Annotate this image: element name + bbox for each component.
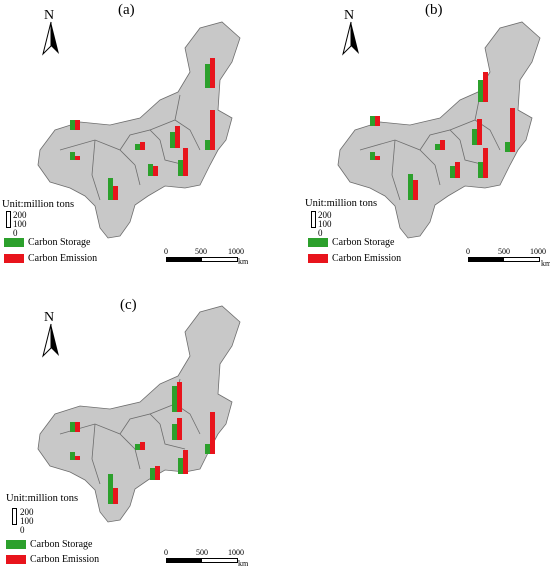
scale-unit: km xyxy=(238,559,249,568)
scale-tick-0: 0 xyxy=(466,247,470,256)
emission-bar xyxy=(140,142,145,150)
emission-bar xyxy=(183,450,188,474)
north-arrow-icon: N xyxy=(38,8,64,56)
storage-bar xyxy=(150,468,155,480)
storage-bar xyxy=(408,174,413,200)
emission-bar xyxy=(155,466,160,480)
map-c xyxy=(37,305,241,523)
scale-bar xyxy=(468,257,540,262)
legend-emission: Carbon Emission xyxy=(308,253,401,264)
size-key-labels: 200 100 0 xyxy=(20,507,34,535)
size-key-icon xyxy=(311,211,316,228)
emission-bar xyxy=(210,58,215,88)
emission-bar xyxy=(455,162,460,178)
emission-bar xyxy=(75,156,80,160)
legend-storage: Carbon Storage xyxy=(308,237,395,248)
scale-tick-1000: 1000 xyxy=(228,548,244,557)
scale-tick-1000: 1000 xyxy=(228,247,244,256)
storage-bar xyxy=(108,178,113,200)
emission-bar xyxy=(153,166,158,176)
storage-bar xyxy=(70,422,75,432)
storage-bar xyxy=(108,474,113,504)
emission-bar xyxy=(413,180,418,200)
emission-bar xyxy=(477,119,482,145)
map-panel-a: (a) N Unit:million tons 200 100 0 Carbon S… xyxy=(0,0,275,284)
emission-bar xyxy=(375,156,380,160)
storage-bar xyxy=(435,144,440,150)
storage-bar xyxy=(472,129,477,145)
emission-bar xyxy=(440,140,445,150)
storage-bar xyxy=(70,452,75,460)
legend-emission: Carbon Emission xyxy=(6,554,99,565)
storage-bar xyxy=(178,458,183,474)
legend-storage: Carbon Storage xyxy=(4,237,91,248)
size-key-icon xyxy=(12,508,17,525)
storage-bar xyxy=(148,164,153,176)
emission-bar xyxy=(113,488,118,504)
scale-tick-0: 0 xyxy=(164,247,168,256)
emission-bar xyxy=(483,72,488,102)
emission-bar xyxy=(175,126,180,148)
panel-label: (c) xyxy=(120,297,137,313)
storage-bar xyxy=(135,444,140,450)
scale-tick-500: 500 xyxy=(196,548,208,557)
unit-label: Unit:million tons xyxy=(2,199,75,210)
map-panel-c: (c) N Unit:million tons 200 100 0 Carbon S… xyxy=(0,284,275,568)
storage-bar xyxy=(70,152,75,160)
scale-bar xyxy=(166,257,238,262)
unit-label: Unit:million tons xyxy=(305,198,378,209)
storage-bar xyxy=(370,116,375,126)
emission-bar xyxy=(75,120,80,130)
storage-bar xyxy=(205,140,210,150)
scale-tick-1000: 1000 xyxy=(530,247,546,256)
unit-label: Unit:million tons xyxy=(6,493,79,504)
storage-bar xyxy=(478,162,483,178)
storage-bar xyxy=(170,132,175,148)
storage-bar xyxy=(370,152,375,160)
scale-bar xyxy=(166,558,238,563)
emission-bar xyxy=(177,418,182,440)
storage-bar xyxy=(135,144,140,150)
north-arrow-icon: N xyxy=(338,8,364,56)
storage-bar xyxy=(505,142,510,152)
size-key-labels: 200 100 0 xyxy=(13,210,27,238)
size-key-labels: 200 100 0 xyxy=(318,210,332,238)
north-arrow-icon: N xyxy=(38,310,64,358)
legend-emission: Carbon Emission xyxy=(4,253,97,264)
storage-bar xyxy=(450,166,455,178)
scale-unit: km xyxy=(541,259,550,268)
emission-bar xyxy=(75,456,80,460)
storage-bar xyxy=(478,80,483,102)
legend-storage: Carbon Storage xyxy=(6,539,93,550)
scale-tick-500: 500 xyxy=(195,247,207,256)
storage-bar xyxy=(70,120,75,130)
emission-bar xyxy=(177,382,182,412)
scale-tick-500: 500 xyxy=(498,247,510,256)
size-key-icon xyxy=(6,211,11,228)
storage-bar xyxy=(172,424,177,440)
emission-bar xyxy=(210,110,215,150)
emission-bar xyxy=(183,148,188,176)
scale-tick-0: 0 xyxy=(164,548,168,557)
emission-bar xyxy=(75,422,80,432)
emission-bar xyxy=(510,108,515,152)
emission-bar xyxy=(140,442,145,450)
panel-label: (b) xyxy=(425,2,443,18)
map-a xyxy=(37,21,241,239)
map-b xyxy=(337,21,541,239)
emission-bar xyxy=(210,412,215,454)
emission-bar xyxy=(375,116,380,126)
storage-bar xyxy=(205,64,210,88)
panel-label: (a) xyxy=(118,2,135,18)
emission-bar xyxy=(113,186,118,200)
scale-unit: km xyxy=(238,257,249,266)
storage-bar xyxy=(205,444,210,454)
map-panel-b: (b) N Unit:million tons 200 100 0 Carbon S… xyxy=(300,0,550,284)
storage-bar xyxy=(178,160,183,176)
storage-bar xyxy=(172,386,177,412)
emission-bar xyxy=(483,148,488,178)
